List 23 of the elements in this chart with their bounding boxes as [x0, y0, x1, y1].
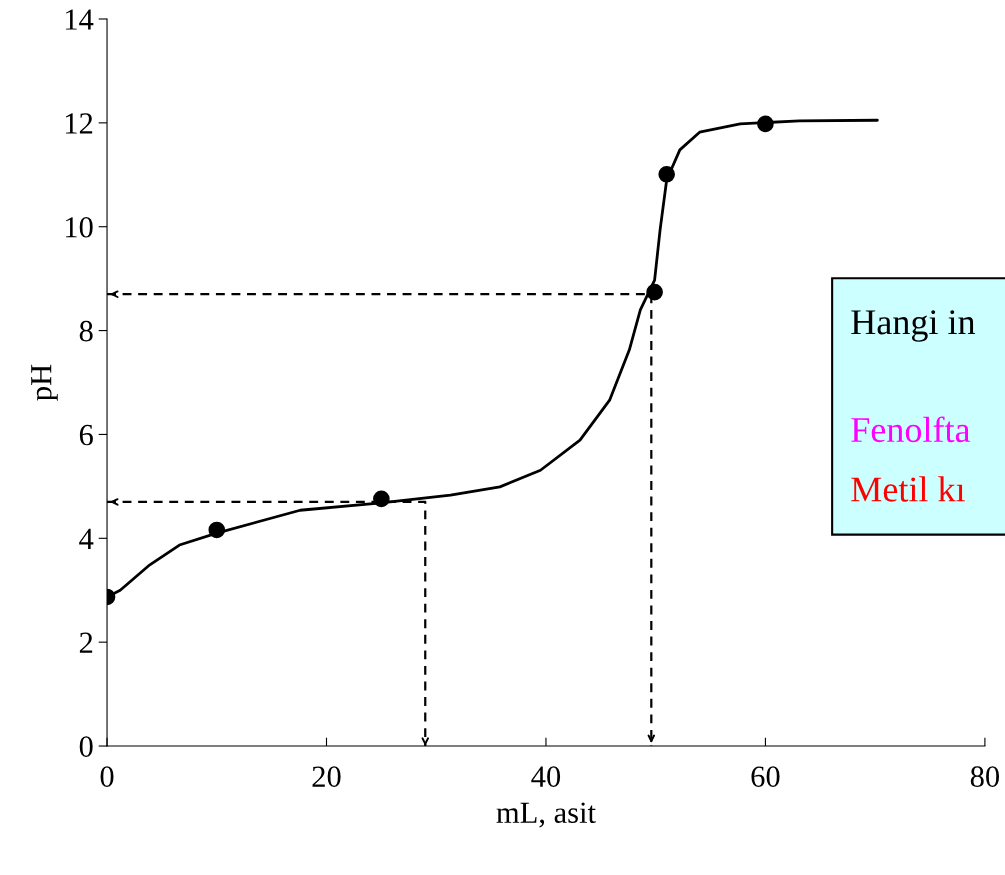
point [373, 490, 390, 508]
point [757, 115, 774, 133]
point [658, 165, 675, 183]
y-tick-label: 4 [79, 528, 94, 549]
x-tick-label: 0 [100, 766, 114, 787]
x-tick-label: 80 [970, 766, 1000, 787]
annotation: Fenolfta [851, 416, 971, 443]
y-tick-label: 12 [65, 113, 93, 134]
y-tick-label: 10 [65, 216, 93, 238]
y-tick-label: 8 [79, 320, 93, 342]
y-axis-title: pH [31, 364, 58, 401]
x-tick-label: 60 [751, 766, 780, 787]
y-tick-label: 2 [79, 632, 93, 653]
annotation: Hangi in [851, 310, 976, 342]
point [646, 283, 663, 301]
y-tick-label: 6 [79, 424, 93, 446]
x-tick-label: 40 [531, 766, 561, 787]
y-tick-label: 14 [65, 9, 94, 30]
annotation: Metil kı [851, 476, 965, 502]
point [208, 521, 226, 539]
x-axis-title: mL, asit [496, 802, 596, 828]
y-tick-label: 0 [79, 736, 93, 757]
x-tick-label: 20 [312, 766, 341, 787]
